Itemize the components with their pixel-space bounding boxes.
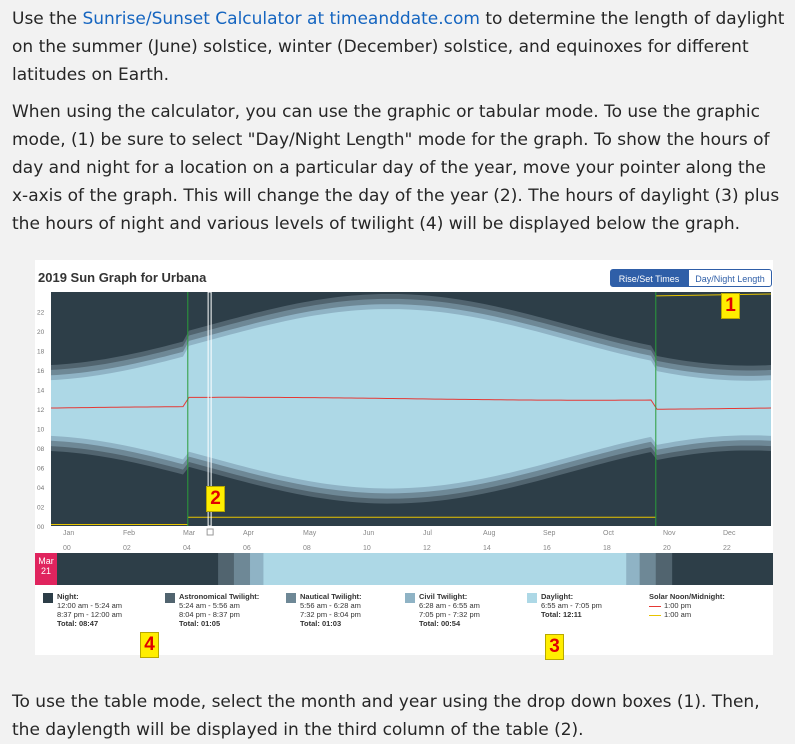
legend-noon-time: 1:00 pm — [664, 601, 692, 610]
sun-graph-panel: 2019 Sun Graph for Urbana Rise/Set Times… — [35, 260, 773, 660]
noon-line-swatch — [649, 605, 661, 607]
y-tick-label: 22 — [37, 310, 45, 317]
intro-text: Use the — [12, 9, 83, 29]
hour-tick-label: 10 — [363, 545, 371, 552]
legend-noon-title: Solar Noon/Midnight: — [649, 592, 725, 601]
y-tick-label: 12 — [37, 407, 45, 414]
month-label: Apr — [243, 530, 255, 537]
selected-date-badge: Mar 21 — [35, 553, 57, 585]
legend-nautical: Nautical Twilight: 5:56 am - 6:28 am 7:3… — [286, 592, 362, 628]
legend-night-total: Total: 08:47 — [57, 619, 99, 628]
legend-daylight-title: Daylight: — [541, 592, 574, 601]
legend-astro-range2: 8:04 pm - 8:37 pm — [179, 610, 240, 619]
legend-nautical-total: Total: 01:03 — [300, 619, 342, 628]
civil-swatch — [405, 593, 415, 603]
daylight-swatch — [527, 593, 537, 603]
y-tick-label: 18 — [37, 349, 45, 356]
legend-civil: Civil Twilight: 6:28 am - 6:55 am 7:05 p… — [405, 592, 480, 628]
legend-astronomical: Astronomical Twilight: 5:24 am - 5:56 am… — [165, 592, 259, 628]
rise-set-times-toggle[interactable]: Rise/Set Times — [610, 269, 688, 287]
sun-graph-chart[interactable]: 222018161412100806040200Jan00Feb02Mar04A… — [35, 290, 773, 552]
graph-legend: Night: 12:00 am - 5:24 am 8:37 pm - 12:0… — [35, 590, 773, 650]
month-label: Jun — [363, 530, 374, 537]
legend-night-range2: 8:37 pm - 12:00 am — [57, 610, 123, 619]
callout-1: 1 — [721, 293, 740, 319]
month-label: Nov — [663, 530, 676, 537]
hour-tick-label: 00 — [63, 545, 71, 552]
legend-astro-title: Astronomical Twilight: — [179, 592, 260, 601]
month-label: Sep — [543, 530, 556, 537]
y-tick-label: 16 — [37, 368, 45, 375]
y-tick-label: 08 — [37, 446, 45, 453]
legend-civil-range2: 7:05 pm - 7:32 pm — [419, 610, 480, 619]
hour-tick-label: 02 — [123, 545, 131, 552]
legend-nautical-title: Nautical Twilight: — [300, 592, 362, 601]
legend-night-title: Night: — [57, 592, 79, 601]
month-label: Dec — [723, 530, 736, 537]
legend-civil-range1: 6:28 am - 6:55 am — [419, 601, 480, 610]
night-swatch — [43, 593, 53, 603]
legend-civil-title: Civil Twilight: — [419, 592, 468, 601]
month-label: Mar — [183, 530, 196, 537]
intro-paragraph-2: When using the calculator, you can use t… — [12, 102, 780, 234]
y-tick-label: 10 — [37, 427, 45, 434]
month-label: Jan — [63, 530, 74, 537]
month-label: Feb — [123, 530, 135, 537]
callout-2: 2 — [206, 486, 225, 512]
month-label: Jul — [423, 530, 432, 537]
legend-nautical-range1: 5:56 am - 6:28 am — [300, 601, 361, 610]
y-tick-label: 00 — [37, 524, 45, 531]
solar-midnight-line — [655, 293, 772, 297]
intro-text: to determine the length of daylight on t… — [12, 9, 785, 85]
y-tick-label: 04 — [37, 485, 45, 492]
y-tick-label: 20 — [37, 329, 45, 336]
month-label: May — [303, 530, 317, 537]
selected-month: Mar — [38, 556, 54, 566]
intro-paragraph-3: To use the table mode, select the month … — [12, 692, 760, 740]
y-tick-label: 14 — [37, 388, 45, 395]
hour-tick-label: 12 — [423, 545, 431, 552]
legend-solar-noon: Solar Noon/Midnight: 1:00 pm 1:00 am — [649, 592, 725, 619]
y-tick-label: 02 — [37, 505, 45, 512]
month-label: Aug — [483, 530, 496, 537]
day-cursor-handle — [206, 528, 214, 536]
hour-tick-label: 08 — [303, 545, 311, 552]
legend-astro-range1: 5:24 am - 5:56 am — [179, 601, 240, 610]
legend-daylight-total: Total: 12:11 — [541, 610, 582, 619]
intro-paragraph-1: Use the Sunrise/Sunset Calculator at tim… — [12, 5, 787, 89]
daylight-segment — [263, 553, 627, 585]
legend-night-range1: 12:00 am - 5:24 am — [57, 601, 123, 610]
nautical-swatch — [286, 593, 296, 603]
legend-civil-total: Total: 00:54 — [419, 619, 461, 628]
hour-tick-label: 04 — [183, 545, 191, 552]
hour-tick-label: 06 — [243, 545, 251, 552]
legend-astro-total: Total: 01:05 — [179, 619, 221, 628]
legend-daylight: Daylight: 6:55 am - 7:05 pm Total: 12:11 — [527, 592, 602, 619]
y-tick-label: 06 — [37, 466, 45, 473]
hour-tick-label: 20 — [663, 545, 671, 552]
hour-tick-label: 18 — [603, 545, 611, 552]
day-cursor — [207, 291, 212, 527]
month-label: Oct — [603, 530, 614, 537]
hour-tick-label: 22 — [723, 545, 731, 552]
legend-nautical-range2: 7:32 pm - 8:04 pm — [300, 610, 361, 619]
legend-daylight-range: 6:55 am - 7:05 pm — [541, 601, 602, 610]
sunrise-calculator-link[interactable]: Sunrise/Sunset Calculator at timeanddate… — [82, 9, 480, 29]
legend-night: Night: 12:00 am - 5:24 am 8:37 pm - 12:0… — [43, 592, 122, 628]
solar-noon-line — [50, 396, 772, 410]
selected-day: 21 — [40, 566, 51, 576]
day-timeline-bar — [57, 553, 773, 585]
day-night-length-toggle[interactable]: Day/Night Length — [688, 269, 772, 287]
legend-midnight-time: 1:00 am — [664, 610, 692, 619]
callout-3: 3 — [545, 634, 564, 660]
graph-title: 2019 Sun Graph for Urbana — [38, 270, 207, 285]
callout-4: 4 — [140, 632, 159, 658]
midnight-line-swatch — [649, 614, 661, 616]
hour-tick-label: 16 — [543, 545, 551, 552]
hour-tick-label: 14 — [483, 545, 491, 552]
astronomical-swatch — [165, 593, 175, 603]
